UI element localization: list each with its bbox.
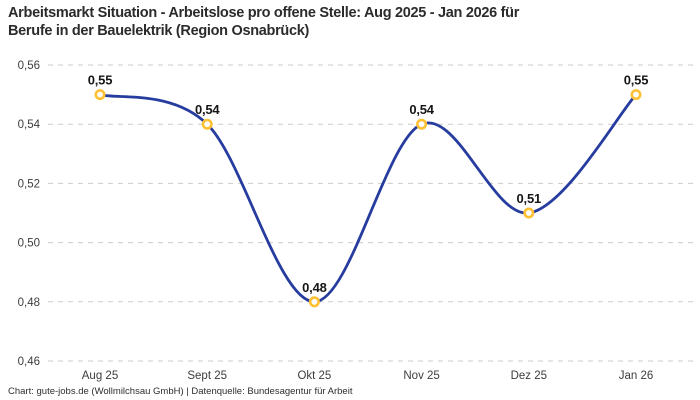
chart-title: Arbeitsmarkt Situation - Arbeitslose pro…: [8, 4, 519, 40]
x-axis-tick-labels: Aug 25 Sept 25 Okt 25 Nov 25 Dez 25 Jan 26: [82, 370, 653, 382]
data-point-label: 0,51: [517, 191, 542, 206]
gridlines: [48, 64, 693, 362]
y-tick-label: 0,52: [18, 178, 40, 190]
data-point-label: 0,55: [88, 73, 113, 88]
chart-title-line-1: Arbeitsmarkt Situation - Arbeitslose pro…: [8, 5, 520, 21]
y-tick-label: 0,46: [18, 356, 40, 368]
data-point-marker[interactable]: [94, 89, 106, 101]
y-tick-label: 0,50: [18, 238, 40, 250]
x-tick-label: Dez 25: [511, 370, 547, 382]
data-point-label: 0,54: [195, 102, 220, 117]
y-axis-tick-labels: 0,56 0,54 0,52 0,50 0,48 0,46: [18, 60, 41, 368]
x-tick-label: Okt 25: [297, 370, 331, 382]
x-tick-label: Nov 25: [403, 370, 439, 382]
y-tick-label: 0,54: [18, 119, 41, 131]
data-point-label: 0,48: [302, 280, 327, 295]
data-point-markers: [94, 89, 642, 308]
chart-title-line-2: Berufe in der Bauelektrik (Region Osnabr…: [8, 23, 310, 39]
series-line: [98, 93, 638, 304]
x-tick-label: Sept 25: [187, 370, 227, 382]
data-point-label: 0,54: [409, 102, 434, 117]
data-point-marker[interactable]: [523, 207, 535, 219]
data-point-label: 0,55: [624, 73, 649, 88]
x-tick-label: Jan 26: [619, 370, 654, 382]
y-tick-label: 0,56: [18, 60, 40, 72]
data-point-marker[interactable]: [416, 118, 428, 130]
data-point-marker[interactable]: [201, 118, 213, 130]
data-point-labels: 0,55 0,54 0,48 0,54 0,51 0,55: [88, 73, 649, 295]
chart-footer-attribution: Chart: gute-jobs.de (Wollmilchsau GmbH) …: [8, 386, 353, 397]
data-point-marker[interactable]: [630, 89, 642, 101]
y-tick-label: 0,48: [18, 297, 40, 309]
x-tick-label: Aug 25: [82, 370, 118, 382]
data-point-marker[interactable]: [308, 296, 320, 308]
